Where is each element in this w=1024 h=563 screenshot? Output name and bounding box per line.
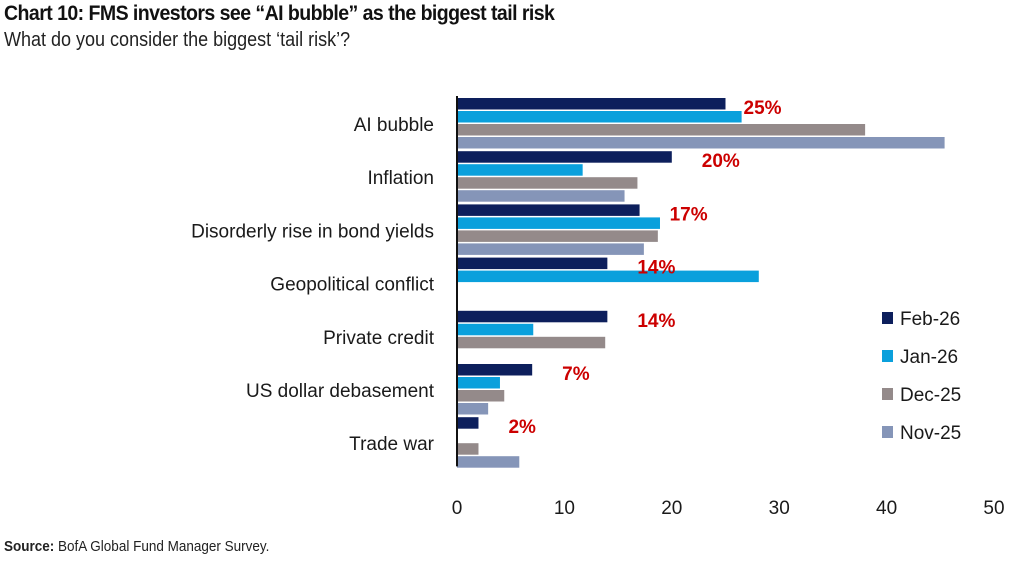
- bar-jan-26-0: [457, 111, 742, 123]
- bar-jan-26-2: [457, 217, 660, 229]
- bar-feb-26-0: [457, 98, 726, 110]
- bar-nov-25-2: [457, 243, 644, 255]
- bar-dec-25-2: [457, 230, 658, 242]
- bar-jan-26-4: [457, 323, 534, 336]
- category-label: Disorderly rise in bond yields: [191, 221, 434, 242]
- x-tick-label: 50: [983, 498, 1004, 519]
- category-label: AI bubble: [354, 115, 434, 136]
- category-label: US dollar debasement: [246, 381, 435, 402]
- source-text: BofA Global Fund Manager Survey.: [58, 538, 270, 555]
- bar-feb-26-5: [457, 364, 533, 376]
- data-label: 7%: [562, 364, 590, 385]
- data-labels: 25% 20% 17% 14% 14% 7% 2%: [508, 98, 781, 438]
- x-tick-label: 0: [452, 498, 463, 519]
- category-label: Private credit: [323, 328, 435, 349]
- data-label: 2%: [508, 417, 536, 438]
- source-label: Source:: [4, 538, 55, 555]
- bar-nov-25-6: [457, 456, 520, 468]
- data-label: 20%: [702, 151, 740, 172]
- bars-group: [457, 98, 945, 468]
- legend-label: Jan-26: [900, 347, 958, 368]
- bar-feb-26-2: [457, 204, 640, 216]
- category-label: Inflation: [367, 168, 434, 189]
- category-labels: AI bubble Inflation Disorderly rise in bon…: [191, 115, 435, 455]
- legend-swatch-jan-26: [882, 350, 893, 362]
- x-tick-label: 40: [876, 498, 897, 519]
- x-tick-label: 30: [769, 498, 790, 519]
- bar-feb-26-4: [457, 310, 608, 323]
- x-axis-ticks: 0 10 20 30 40 50: [452, 498, 1005, 519]
- legend-label: Feb-26: [900, 309, 960, 330]
- bar-nov-25-1: [457, 190, 625, 202]
- bar-nov-25-0: [457, 137, 945, 149]
- data-label: 25%: [744, 98, 782, 119]
- x-tick-label: 20: [661, 498, 682, 519]
- bar-nov-25-5: [457, 403, 489, 415]
- source-note: Source: BofA Global Fund Manager Survey.: [4, 538, 269, 555]
- bar-feb-26-1: [457, 151, 672, 163]
- bar-jan-26-5: [457, 377, 500, 389]
- legend-label: Dec-25: [900, 385, 961, 406]
- bar-dec-25-1: [457, 177, 638, 189]
- category-label: Trade war: [349, 434, 434, 455]
- x-tick-label: 10: [554, 498, 575, 519]
- bar-jan-26-1: [457, 164, 583, 176]
- bar-feb-26-3: [457, 257, 608, 270]
- bar-dec-25-0: [457, 124, 866, 136]
- data-label: 14%: [637, 311, 675, 332]
- bar-dec-25-5: [457, 390, 505, 402]
- legend-swatch-nov-25: [882, 426, 893, 438]
- legend-swatch-dec-25: [882, 388, 893, 400]
- bar-feb-26-6: [457, 417, 479, 429]
- legend-swatch-feb-26: [882, 312, 893, 324]
- legend: Feb-26 Jan-26 Dec-25 Nov-25: [882, 309, 961, 444]
- legend-label: Nov-25: [900, 423, 961, 444]
- category-label: Geopolitical conflict: [270, 275, 434, 296]
- data-label: 17%: [670, 204, 708, 225]
- chart-title: Chart 10: FMS investors see “AI bubble” …: [4, 2, 555, 25]
- bar-dec-25-4: [457, 336, 606, 349]
- bar-jan-26-3: [457, 270, 759, 283]
- data-label: 14%: [637, 258, 675, 279]
- bar-dec-25-6: [457, 443, 479, 455]
- chart-subtitle: What do you consider the biggest ‘tail r…: [4, 29, 351, 51]
